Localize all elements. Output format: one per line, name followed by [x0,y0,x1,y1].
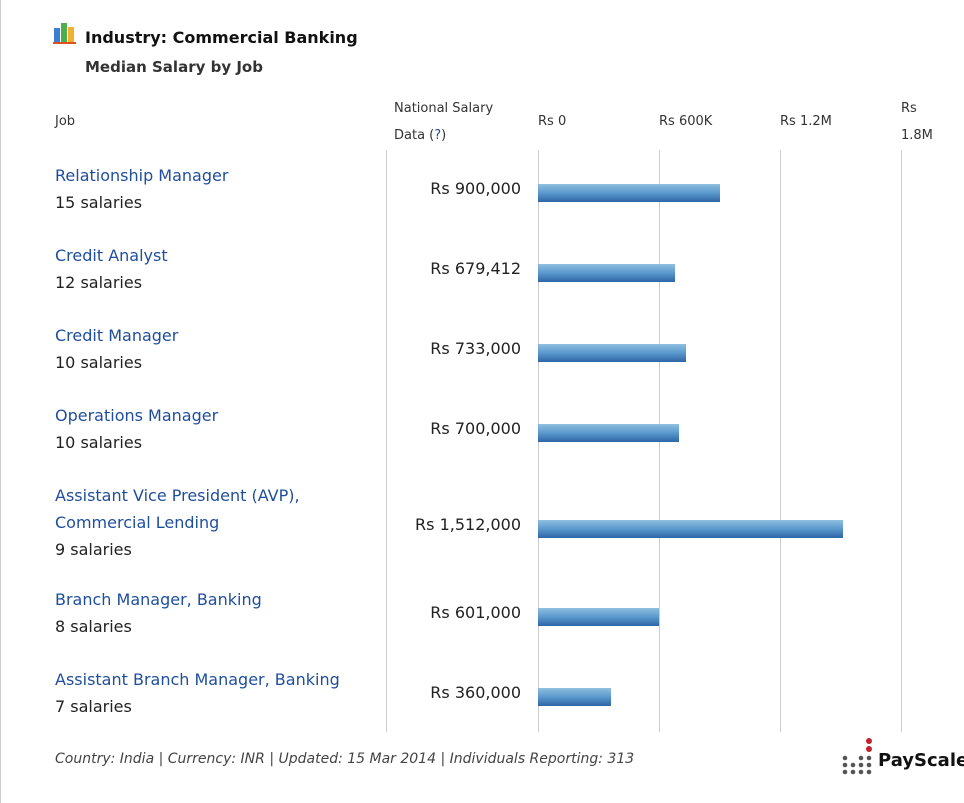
help-link[interactable]: ? [434,128,442,143]
job-link[interactable]: Assistant Branch Manager, Banking [55,670,340,689]
salary-bar [538,184,720,202]
salary-value: Rs 601,000 [430,603,521,622]
salary-value: Rs 360,000 [430,683,521,702]
column-divider [386,150,387,732]
tick-label: Rs 1.2M [780,114,832,129]
salary-value: Rs 1,512,000 [415,515,521,534]
salary-count: 8 salaries [55,617,132,636]
chart-subtitle: Median Salary by Job [85,58,263,76]
job-entry: Relationship Manager 15 salaries [55,162,385,216]
salary-count: 15 salaries [55,193,143,212]
job-link[interactable]: Relationship Manager [55,166,229,185]
job-link[interactable]: Operations Manager [55,406,219,425]
gridline [901,150,902,732]
salary-bar [538,688,611,706]
job-link[interactable]: Credit Analyst [55,246,168,265]
salary-column-header: National Salary Data (?) [394,101,494,143]
salary-bar [538,264,675,282]
footer-info: Country: India | Currency: INR | Updated… [55,751,635,767]
salary-bar [538,608,660,626]
salary-value: Rs 700,000 [430,419,521,438]
salary-value: Rs 679,412 [430,259,521,278]
salary-count: 7 salaries [55,697,132,716]
salary-bar [538,520,843,538]
salary-count: 10 salaries [55,433,143,452]
job-link[interactable]: Credit Manager [55,326,179,345]
job-link[interactable]: Assistant Vice President (AVP), Commerci… [55,486,300,532]
salary-value: Rs 900,000 [430,179,521,198]
salary-bar [538,424,680,442]
page-title: Industry: Commercial Banking [85,28,358,47]
tick-label: Rs 600K [659,114,713,129]
job-entry: Credit Manager 10 salaries [55,322,385,376]
salary-count: 9 salaries [55,540,132,559]
payscale-logo: PayScale [878,750,964,771]
payscale-logo-icon [842,738,872,775]
tick-label: Rs 1.8M [901,101,933,143]
job-entry: Assistant Branch Manager, Banking 7 salar… [55,666,385,720]
salary-bar [538,344,686,362]
job-entry: Branch Manager, Banking 8 salaries [55,586,385,640]
job-entry: Assistant Vice President (AVP), Commerci… [55,482,335,563]
salary-count: 12 salaries [55,273,143,292]
chart-icon [53,23,76,44]
salary-count: 10 salaries [55,353,143,372]
job-entry: Credit Analyst 12 salaries [55,242,385,296]
job-link[interactable]: Branch Manager, Banking [55,590,262,609]
job-column-header: Job [55,114,76,129]
gridline [780,150,781,732]
salary-value: Rs 733,000 [430,339,521,358]
tick-label: Rs 0 [538,114,567,129]
job-entry: Operations Manager 10 salaries [55,402,385,456]
